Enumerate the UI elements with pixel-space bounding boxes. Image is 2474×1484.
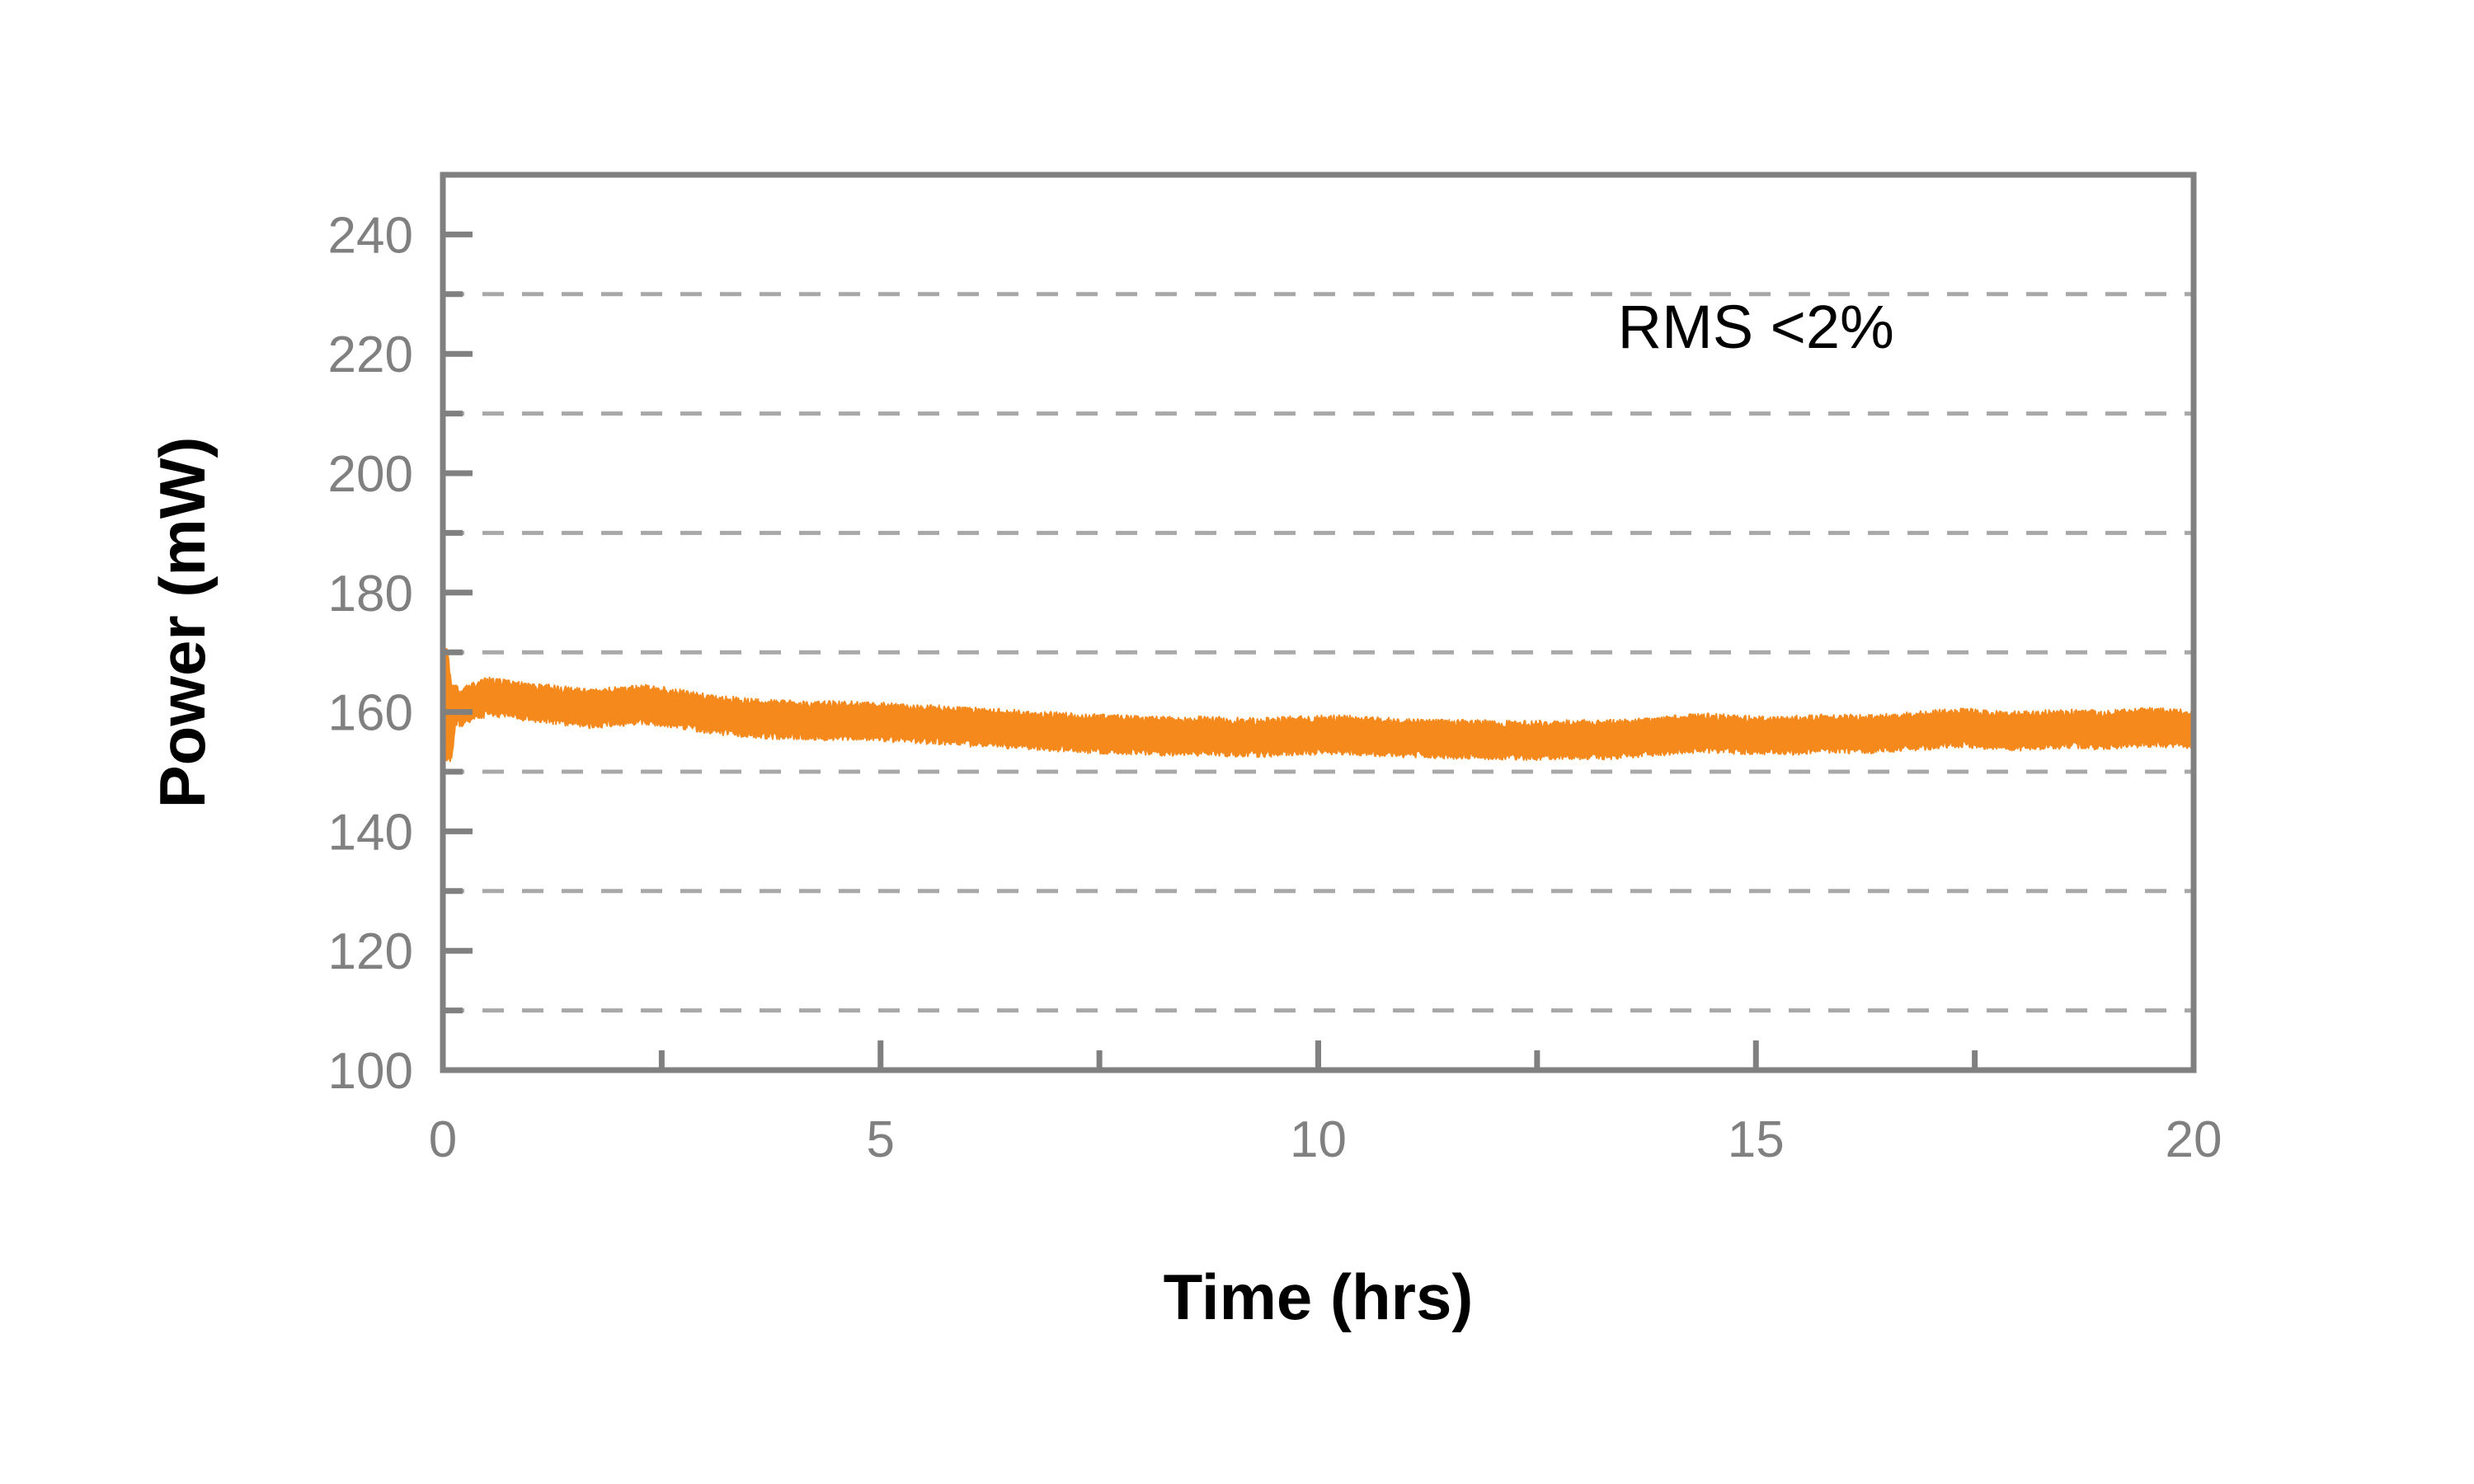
y-tick-label-200: 200 <box>328 446 413 503</box>
y-tick-label-120: 120 <box>328 923 413 980</box>
y-tick-labels-group: 100 120 140 160 180 200 220 240 <box>328 207 413 1100</box>
gridlines-group <box>443 292 2194 1013</box>
y-tick-label-100: 100 <box>328 1043 413 1100</box>
x-tick-label-0: 0 <box>429 1111 457 1168</box>
x-axis-title: Time (hrs) <box>1164 1261 1474 1333</box>
y-tick-label-240: 240 <box>328 207 413 264</box>
x-tick-label-10: 10 <box>1290 1111 1347 1168</box>
x-tick-label-20: 20 <box>2166 1111 2222 1168</box>
x-tick-labels-group: 0 5 10 15 20 <box>429 1111 2222 1168</box>
y-tick-label-180: 180 <box>328 566 413 622</box>
axis-ticks-group <box>440 231 2197 1073</box>
x-tick-label-5: 5 <box>867 1111 895 1168</box>
y-axis-title: Power (mW) <box>146 437 219 809</box>
y-tick-label-220: 220 <box>328 326 413 383</box>
x-tick-label-15: 15 <box>1728 1111 1785 1168</box>
y-tick-label-160: 160 <box>328 685 413 742</box>
y-tick-label-140: 140 <box>328 804 413 861</box>
rms-annotation-label: RMS <2% <box>1618 293 1894 361</box>
